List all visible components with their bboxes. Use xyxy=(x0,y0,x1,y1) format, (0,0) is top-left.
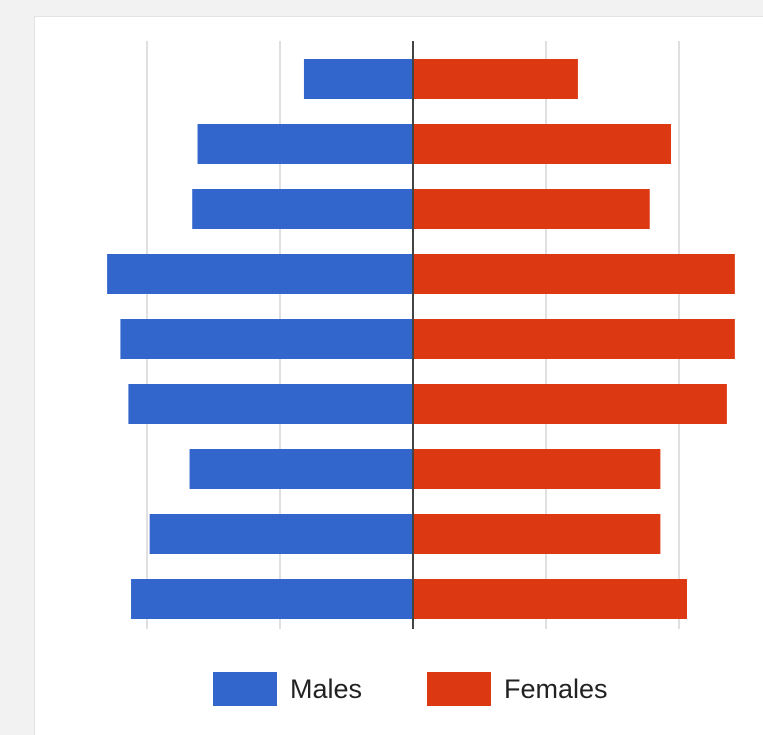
male-bar[interactable] xyxy=(303,59,413,99)
legend[interactable]: Males Females xyxy=(213,672,608,706)
population-pyramid-chart: Males Females xyxy=(107,41,735,706)
legend-swatch-males xyxy=(213,672,277,706)
male-bar[interactable] xyxy=(131,579,413,619)
legend-label-females[interactable]: Females xyxy=(504,674,608,704)
female-bar[interactable] xyxy=(413,449,661,489)
female-bar[interactable] xyxy=(413,384,727,424)
legend-swatch-females xyxy=(427,672,491,706)
male-bar[interactable] xyxy=(197,124,413,164)
chart-panel: Males Females xyxy=(34,16,763,735)
bars xyxy=(107,59,735,619)
female-bar[interactable] xyxy=(413,189,650,229)
male-bar[interactable] xyxy=(149,514,413,554)
female-bar[interactable] xyxy=(413,514,661,554)
male-bar[interactable] xyxy=(120,319,414,359)
female-bar[interactable] xyxy=(413,579,687,619)
female-bar[interactable] xyxy=(413,254,735,294)
male-bar[interactable] xyxy=(128,384,413,424)
legend-label-males[interactable]: Males xyxy=(290,674,362,704)
male-bar[interactable] xyxy=(192,189,413,229)
male-bar[interactable] xyxy=(189,449,413,489)
female-bar[interactable] xyxy=(413,319,735,359)
male-bar[interactable] xyxy=(107,254,413,294)
female-bar[interactable] xyxy=(413,124,672,164)
female-bar[interactable] xyxy=(413,59,578,99)
